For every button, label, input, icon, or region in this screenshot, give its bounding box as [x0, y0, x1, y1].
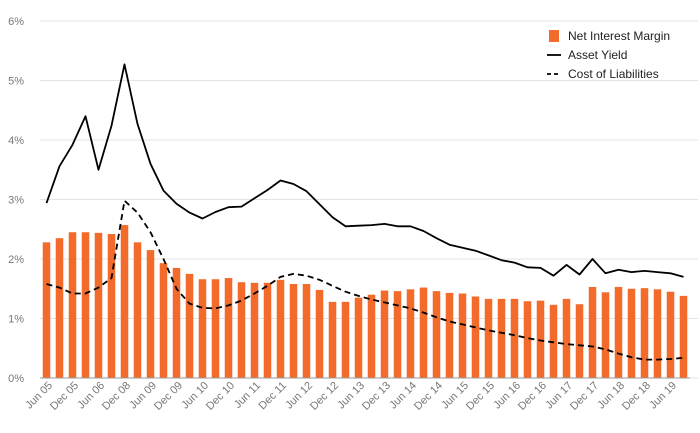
x-tick-label: Dec 13: [360, 380, 393, 413]
bar: [575, 304, 584, 378]
x-tick-label: Jun 19: [647, 380, 679, 412]
bar: [614, 286, 623, 378]
bar: [393, 291, 402, 378]
bar: [224, 278, 233, 378]
bar: [640, 288, 649, 378]
x-tick-label: Dec 11: [257, 380, 290, 413]
bar: [120, 225, 129, 378]
bar: [445, 292, 454, 378]
bar: [432, 291, 441, 378]
bar: [302, 283, 311, 378]
bar: [198, 279, 207, 378]
bar: [666, 291, 675, 378]
bar: [367, 294, 376, 378]
legend-label: Net Interest Margin: [568, 29, 670, 43]
bar: [471, 296, 480, 378]
legend-label: Cost of Liabilities: [568, 67, 659, 81]
bar: [107, 234, 116, 378]
bar: [458, 293, 467, 378]
bar: [380, 290, 389, 378]
bar: [627, 288, 636, 378]
bar: [68, 232, 77, 378]
y-tick-label: 1%: [8, 314, 24, 326]
bar: [588, 286, 597, 378]
x-tick-label: Dec 10: [204, 380, 237, 413]
legend-label: Asset Yield: [568, 48, 627, 62]
x-tick-label: Dec 15: [464, 380, 497, 413]
x-tick-label: Dec 17: [568, 380, 601, 413]
bar-series-net-interest-margin: [42, 225, 688, 378]
bar: [354, 297, 363, 378]
bar: [497, 298, 506, 378]
bar: [653, 289, 662, 378]
bar: [484, 298, 493, 378]
y-tick-label: 0%: [8, 373, 24, 385]
bar: [289, 283, 298, 378]
bar: [406, 289, 415, 378]
bar: [510, 298, 519, 378]
bar: [536, 300, 545, 378]
bar: [341, 301, 350, 378]
bar: [185, 273, 194, 378]
bar: [562, 298, 571, 378]
bar: [276, 279, 285, 378]
line-series-asset-yield: [45, 63, 684, 278]
bar: [55, 238, 64, 378]
bar: [133, 242, 142, 378]
x-tick-label: Dec 05: [48, 380, 81, 413]
bar: [263, 282, 272, 378]
x-tick-label: Dec 16: [516, 380, 549, 413]
y-tick-label: 2%: [8, 254, 24, 266]
bar: [211, 279, 220, 378]
bar: [94, 232, 103, 378]
x-tick-label: Dec 09: [152, 380, 185, 413]
bar: [172, 267, 181, 378]
x-tick-label: Dec 12: [308, 380, 341, 413]
x-tick-label: Dec 14: [412, 380, 445, 413]
bar: [237, 282, 246, 378]
y-tick-label: 6%: [8, 16, 24, 28]
bar: [146, 250, 155, 378]
bar: [601, 292, 610, 378]
x-tick-label: Dec 18: [620, 380, 653, 413]
bar: [250, 282, 259, 378]
bar: [523, 301, 532, 378]
y-tick-label: 4%: [8, 135, 24, 147]
line-series-cost-of-liabilities: [46, 199, 684, 361]
legend: Net Interest Margin Asset Yield Cost of Li…: [547, 29, 670, 81]
bar: [328, 301, 337, 378]
bar: [419, 287, 428, 378]
bar: [679, 295, 688, 378]
bar: [42, 242, 51, 378]
bar: [315, 289, 324, 378]
bar: [81, 232, 90, 378]
y-tick-label: 5%: [8, 76, 24, 88]
y-tick-label: 3%: [8, 195, 24, 207]
legend-swatch: [549, 30, 559, 42]
x-tick-label: Dec 08: [100, 380, 133, 413]
bar: [159, 263, 168, 378]
